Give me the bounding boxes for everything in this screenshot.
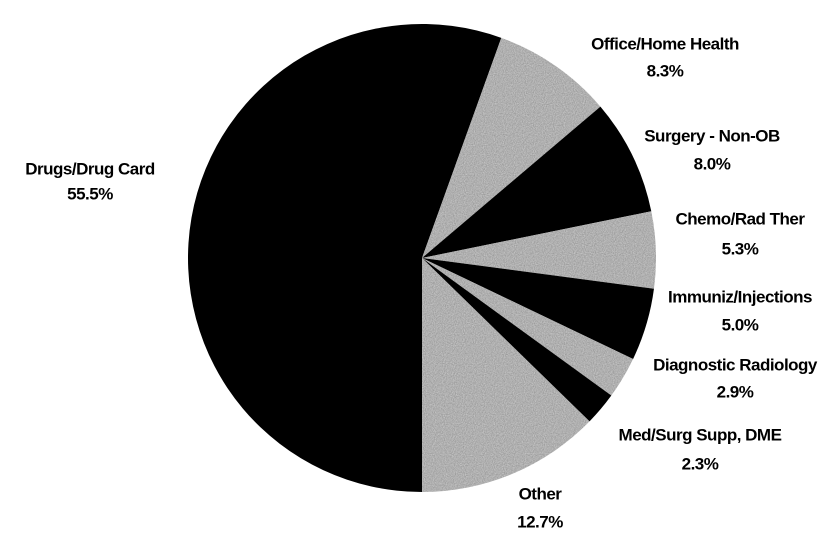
pie-slice: [422, 106, 652, 259]
slice-label: Diagnostic Radiology: [653, 355, 818, 374]
slice-label: Chemo/Rad Ther: [675, 209, 805, 228]
slice-label: Office/Home Health: [591, 34, 739, 53]
pie-slice: [422, 258, 654, 359]
slice-value-label: 5.0%: [722, 315, 759, 334]
slice-value-label: 2.3%: [682, 454, 719, 473]
pie-slice: [422, 211, 657, 289]
pie-slice: [188, 23, 502, 492]
slice-label: Drugs/Drug Card: [25, 159, 155, 178]
pie-slice: [422, 37, 601, 259]
pie-slice: [422, 258, 612, 422]
slice-label: Other: [519, 484, 563, 503]
slice-value-label: 2.9%: [717, 382, 754, 401]
slice-label: Med/Surg Supp, DME: [619, 425, 782, 444]
slice-label: Surgery - Non-OB: [644, 126, 780, 145]
pie-slice: [422, 258, 590, 492]
slice-value-label: 8.0%: [694, 154, 731, 173]
slice-value-label: 55.5%: [67, 184, 113, 203]
slice-value-label: 8.3%: [647, 61, 684, 80]
slice-value-label: 5.3%: [722, 239, 759, 258]
slice-value-label: 12.7%: [517, 512, 563, 531]
pie-slice: [422, 258, 634, 396]
slice-label: Immuniz/Injections: [668, 287, 812, 306]
